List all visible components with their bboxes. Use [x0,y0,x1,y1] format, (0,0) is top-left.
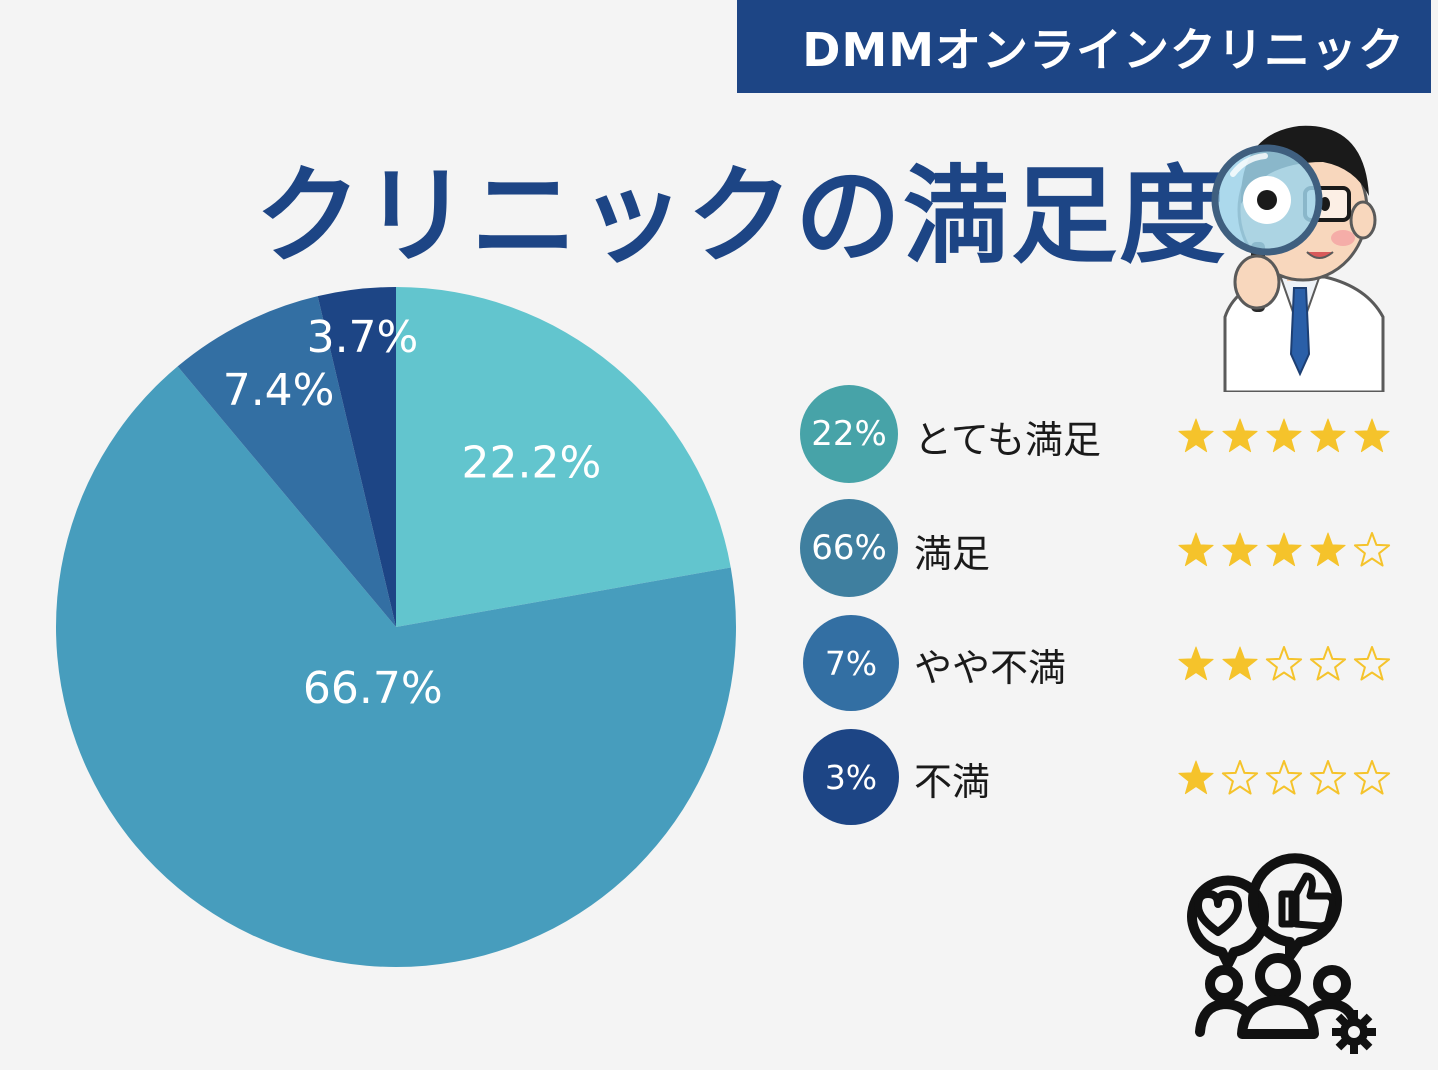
pie-label-satisfied: 66.7% [303,663,443,714]
star-filled-icon [1310,532,1346,567]
star-rating [1178,760,1391,795]
legend-item-dissatisfied: 3% 不満 [800,727,1400,841]
brand-banner: DMMオンラインクリニック [737,0,1431,93]
star-filled-icon [1178,418,1214,453]
pie-label-somewhat-dissatisfied: 7.4% [223,365,335,416]
pie-slice-satisfied [56,366,736,968]
star-filled-icon [1178,646,1214,681]
legend-item-very-satisfied: 22% とても満足 [800,385,1400,499]
star-filled-icon [1266,532,1302,567]
star-empty-icon [1353,760,1391,795]
legend-item-satisfied: 66% 満足 [800,499,1400,613]
star-filled-icon [1178,760,1214,795]
star-empty-icon [1353,532,1391,567]
legend-label-satisfied: 満足 [914,532,991,576]
star-filled-icon [1310,418,1346,453]
legend-badge-somewhat-dissatisfied: 7% [803,615,899,711]
star-filled-icon [1178,532,1214,567]
doctor-with-magnifier-icon [1211,125,1385,392]
star-empty-icon [1265,646,1303,681]
legend-badge-very-satisfied: 22% [800,385,898,483]
star-filled-icon [1222,646,1258,681]
star-empty-icon [1221,760,1259,795]
star-empty-icon [1309,760,1347,795]
pie-label-very-satisfied: 22.2% [461,437,601,488]
legend-label-dissatisfied: 不満 [914,760,991,804]
star-filled-icon [1354,418,1390,453]
page-title: クリニックの満足度 [255,155,1227,278]
pie-slice-somewhat-dissatisfied [177,296,396,627]
legend-badge-dissatisfied: 3% [803,729,899,825]
star-empty-icon [1353,646,1391,681]
legend-badge-satisfied: 66% [800,499,898,597]
star-filled-icon [1222,418,1258,453]
star-filled-icon [1222,532,1258,567]
pie-chart: 22.2% 66.7% 7.4%3.7% [56,287,736,968]
star-empty-icon [1265,760,1303,795]
star-filled-icon [1266,418,1302,453]
community-feedback-icon [1187,853,1376,1054]
legend: 22% とても満足 66% 満足 7% やや不満 3% 不満 [800,385,1400,841]
brand-name: DMMオンラインクリニック [802,22,1405,77]
star-rating [1178,418,1390,453]
legend-label-somewhat-dissatisfied: やや不満 [914,646,1067,690]
pie-slice-very-satisfied [396,287,731,627]
star-rating [1178,646,1391,681]
pie-slice-dissatisfied [317,287,396,627]
legend-item-somewhat-dissatisfied: 7% やや不満 [800,613,1400,727]
star-empty-icon [1309,646,1347,681]
star-rating [1178,532,1391,567]
legend-label-very-satisfied: とても満足 [914,418,1101,462]
pie-label-dissatisfied: 3.7% [307,312,419,363]
